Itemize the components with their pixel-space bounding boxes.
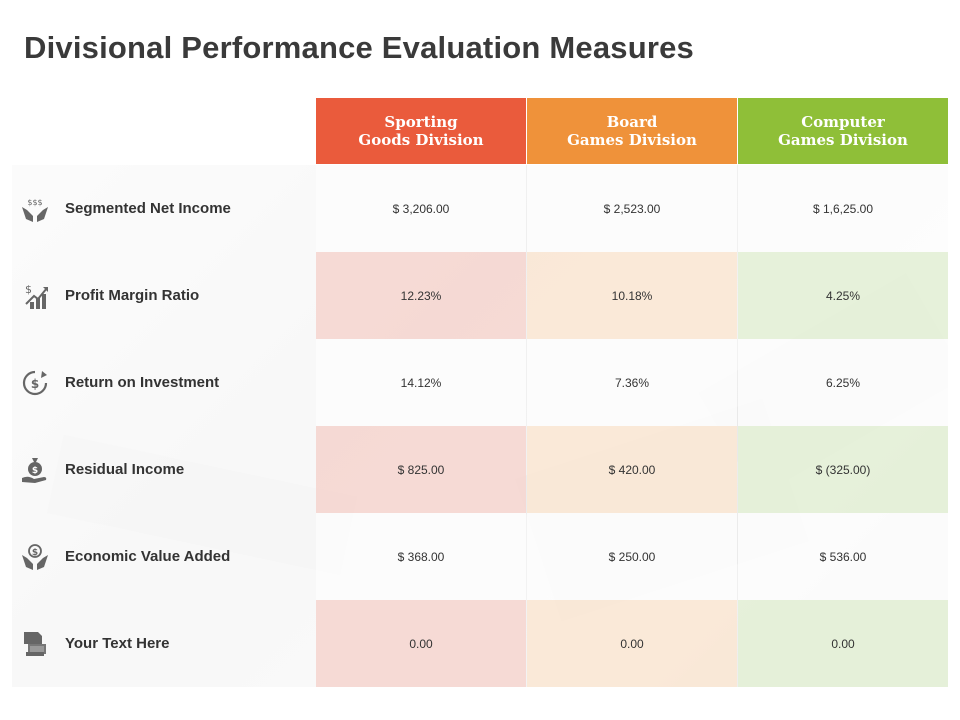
cell-board-games: 0.00 xyxy=(527,600,737,687)
table-row: Your Text Here 0.00 0.00 0.00 xyxy=(12,600,948,687)
svg-text:$: $ xyxy=(25,283,32,296)
dollar-hands-icon: $ xyxy=(22,544,48,570)
money-bag-hand-icon: $ xyxy=(22,458,47,483)
svg-text:$: $ xyxy=(32,466,38,476)
svg-text:$$$: $$$ xyxy=(27,198,42,207)
cell-computer-games: 0.00 xyxy=(738,600,948,687)
cell-board-games: 10.18% xyxy=(527,252,737,339)
cell-sporting-goods: 12.23% xyxy=(316,252,526,339)
cell-sporting-goods: 14.12% xyxy=(316,339,526,426)
cell-sporting-goods: $ 3,206.00 xyxy=(316,165,526,252)
row-label: Economic Value Added xyxy=(65,548,231,565)
table-row: $ Economic Value Added $ 368.00 $ 250.00… xyxy=(12,513,948,600)
table-row: $ Profit Margin Ratio 12.23% 10.18% 4.25… xyxy=(12,252,948,339)
cell-sporting-goods: 0.00 xyxy=(316,600,526,687)
cash-document-icon xyxy=(24,632,46,656)
table-row: $$$ Segmented Net Income $ 3,206.00 $ 2,… xyxy=(12,165,948,252)
column-header-sporting-goods: Sporting Goods Division xyxy=(316,98,526,164)
row-label: Segmented Net Income xyxy=(65,200,231,217)
svg-text:$: $ xyxy=(31,377,39,391)
cell-board-games: 7.36% xyxy=(527,339,737,426)
cell-computer-games: 4.25% xyxy=(738,252,948,339)
growth-chart-icon: $ xyxy=(25,283,48,309)
column-header-board-games: Board Games Division xyxy=(527,98,737,164)
dollar-cycle-icon: $ xyxy=(22,370,48,396)
table-row: $ Return on Investment 14.12% 7.36% 6.25… xyxy=(12,339,948,426)
page-title: Divisional Performance Evaluation Measur… xyxy=(24,30,694,65)
cell-board-games: $ 420.00 xyxy=(527,426,737,513)
svg-text:$: $ xyxy=(32,548,38,558)
cell-computer-games: 6.25% xyxy=(738,339,948,426)
cell-sporting-goods: $ 368.00 xyxy=(316,513,526,600)
row-label: Residual Income xyxy=(65,461,185,478)
column-header-computer-games: Computer Games Division xyxy=(738,98,948,164)
cell-board-games: $ 250.00 xyxy=(527,513,737,600)
cell-computer-games: $ 536.00 xyxy=(738,513,948,600)
cell-sporting-goods: $ 825.00 xyxy=(316,426,526,513)
row-label: Profit Margin Ratio xyxy=(65,287,200,304)
cell-computer-games: $ 1,6,25.00 xyxy=(738,165,948,252)
row-label: Return on Investment xyxy=(65,374,220,391)
table-row: $ Residual Income $ 825.00 $ 420.00 $ (3… xyxy=(12,426,948,513)
cell-computer-games: $ (325.00) xyxy=(738,426,948,513)
money-hands-icon: $$$ xyxy=(22,198,48,222)
row-label: Your Text Here xyxy=(65,635,170,652)
cell-board-games: $ 2,523.00 xyxy=(527,165,737,252)
